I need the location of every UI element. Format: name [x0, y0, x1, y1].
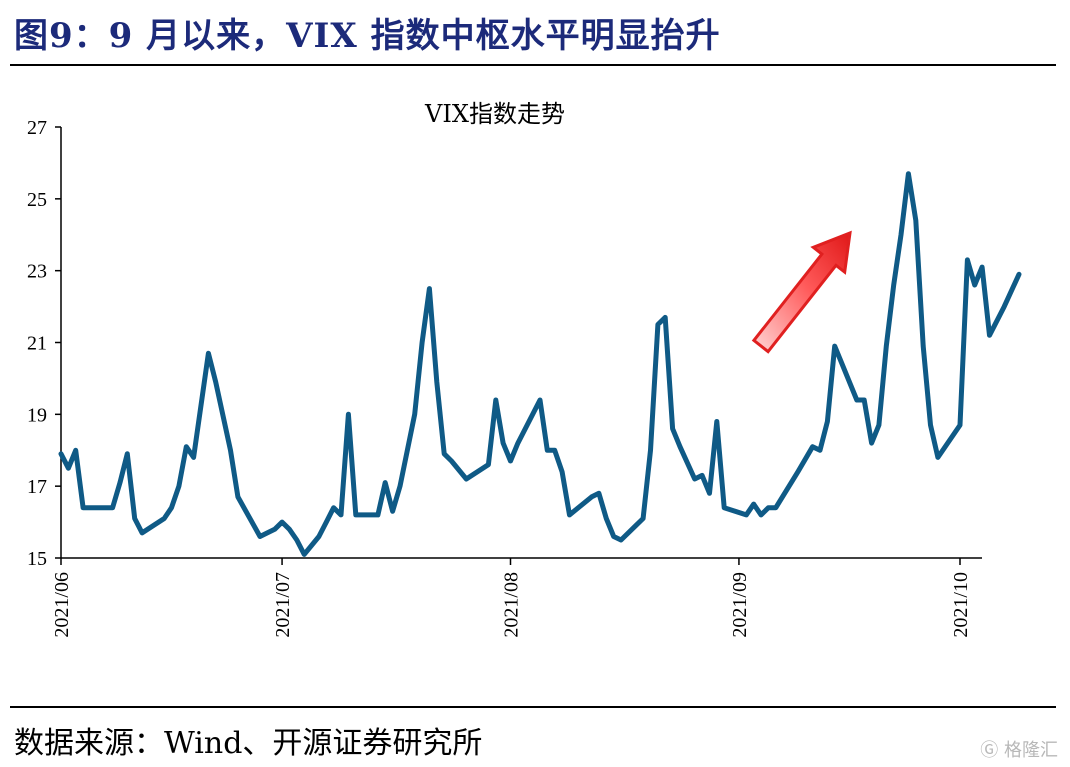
- y-tick-label: 17: [27, 476, 47, 498]
- watermark-logo: Ⓖ 格隆汇: [980, 736, 1058, 762]
- y-tick-label: 19: [27, 404, 47, 426]
- red-arrow-icon: [751, 230, 852, 354]
- top-rule: [10, 64, 1056, 66]
- y-tick-label: 27: [27, 117, 47, 139]
- vix-series-line: [58, 171, 1022, 557]
- x-tick-label: 2021/06: [51, 572, 73, 638]
- x-tick-label: 2021/10: [950, 572, 972, 638]
- y-tick-label: 23: [27, 261, 47, 283]
- annotation-arrow: [751, 230, 852, 354]
- y-tick-label: 21: [27, 333, 47, 355]
- watermark-icon: Ⓖ: [980, 740, 999, 761]
- figure-title: 图9：9 月以来，VIX 指数中枢水平明显抬升: [14, 16, 721, 56]
- x-tick-label: 2021/09: [729, 572, 751, 638]
- y-tick-label: 15: [27, 548, 47, 570]
- y-tick-label: 25: [27, 189, 47, 211]
- bottom-rule: [10, 706, 1056, 708]
- data-source: 数据来源：Wind、开源证券研究所: [14, 726, 483, 761]
- chart-title: VIX指数走势: [424, 100, 565, 128]
- watermark-text: 格隆汇: [1004, 740, 1058, 761]
- x-tick-label: 2021/08: [501, 572, 523, 638]
- x-tick-label: 2021/07: [272, 572, 294, 638]
